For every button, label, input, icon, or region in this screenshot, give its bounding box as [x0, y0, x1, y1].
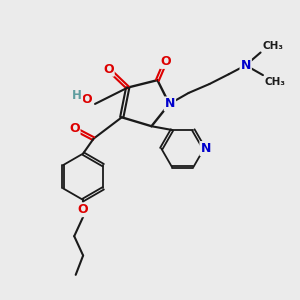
Text: N: N [200, 142, 211, 155]
Text: N: N [241, 59, 251, 72]
Text: O: O [69, 122, 80, 135]
Text: H: H [72, 88, 82, 101]
Text: N: N [165, 98, 175, 110]
Text: CH₃: CH₃ [264, 76, 285, 87]
Text: O: O [103, 63, 114, 76]
Text: O: O [160, 55, 171, 68]
Text: O: O [78, 203, 88, 216]
Text: O: O [82, 93, 92, 106]
Text: CH₃: CH₃ [262, 41, 283, 51]
